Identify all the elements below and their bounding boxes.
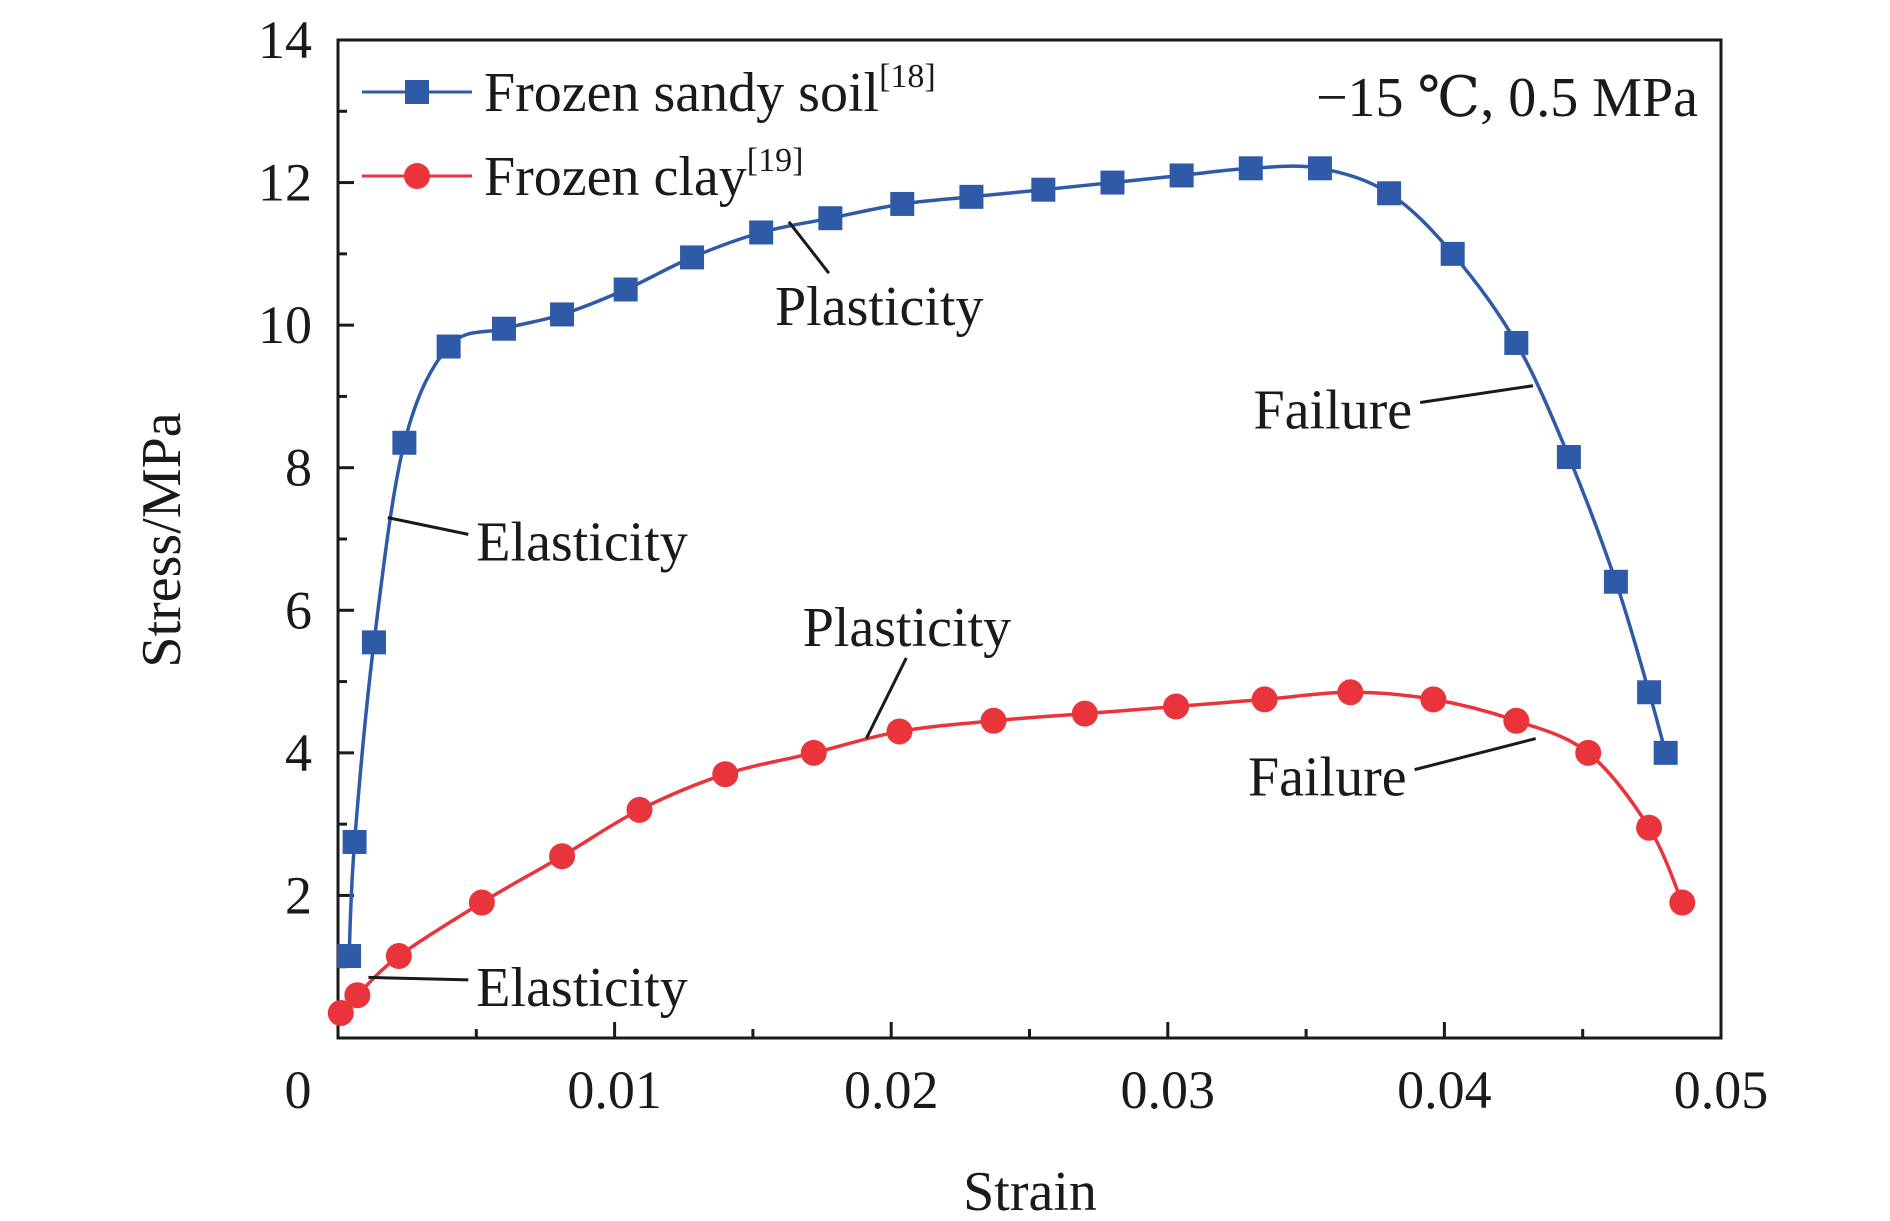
data-point-frozen-sandy-soil: [1238, 156, 1263, 181]
y-tick-label: 8: [285, 438, 312, 498]
data-point-frozen-clay: [712, 761, 739, 788]
annotation-elasticity: Elasticity: [476, 511, 688, 573]
data-point-frozen-sandy-soil: [550, 302, 575, 327]
data-point-frozen-clay: [800, 739, 827, 766]
data-point-frozen-sandy-soil: [337, 944, 362, 969]
legend-name-clay: Frozen clay: [484, 146, 747, 208]
y-tick-label: 6: [285, 580, 312, 640]
y-axis-title: Stress/MPa: [131, 412, 193, 667]
legend-marker-sandy-soil: [405, 80, 429, 104]
annotation-leader-elasticity: [387, 516, 469, 536]
y-tick-label: 2: [285, 865, 312, 925]
data-point-frozen-clay: [1636, 814, 1663, 841]
data-point-frozen-clay: [1420, 686, 1447, 713]
data-point-frozen-clay: [327, 1000, 354, 1027]
data-point-frozen-clay: [1503, 707, 1530, 734]
annotation-plasticity: Plasticity: [803, 597, 1011, 659]
data-point-frozen-sandy-soil: [1504, 330, 1529, 355]
data-point-frozen-sandy-soil: [1307, 156, 1332, 181]
legend-label-clay: Frozen clay[19]: [484, 142, 803, 208]
x-tick-label: 0.02: [844, 1060, 939, 1120]
annotation-failure: Failure: [1248, 747, 1407, 809]
data-point-frozen-sandy-soil: [1637, 680, 1662, 705]
data-point-frozen-clay: [385, 943, 412, 970]
legend-ref-sandy-soil: [18]: [879, 58, 936, 95]
legend-item-clay: Frozen clay[19]: [362, 142, 803, 208]
annotations: Plasticity Failure Elasticity Plasticity Fai…: [368, 220, 1537, 1019]
series-lines: [339, 164, 1684, 1015]
series-markers: [327, 156, 1696, 1027]
data-point-frozen-clay: [1575, 739, 1602, 766]
data-point-frozen-sandy-soil: [959, 184, 984, 209]
data-point-frozen-sandy-soil: [1653, 740, 1678, 765]
y-tick-label: 10: [258, 295, 312, 355]
annotation-leader-failure: [1414, 737, 1537, 772]
x-tick-label: 0.03: [1121, 1060, 1216, 1120]
data-point-frozen-clay: [886, 718, 913, 745]
x-tick-label: 0.05: [1674, 1060, 1769, 1120]
data-point-frozen-sandy-soil: [1440, 241, 1465, 266]
x-tick-label: 0.04: [1397, 1060, 1492, 1120]
annotation-leader-elasticity: [368, 975, 469, 982]
data-point-frozen-sandy-soil: [613, 277, 638, 302]
data-point-frozen-sandy-soil: [361, 630, 386, 655]
y-tick-label: 12: [258, 153, 312, 213]
data-point-frozen-sandy-soil: [1169, 163, 1194, 188]
y-tick-label: 14: [258, 10, 312, 70]
data-point-frozen-sandy-soil: [1031, 177, 1056, 202]
annotation-failure: Failure: [1254, 380, 1413, 442]
data-point-frozen-clay: [980, 707, 1007, 734]
legend: Frozen sandy soil[18] Frozen clay[19]: [362, 58, 936, 208]
data-point-frozen-clay: [549, 843, 576, 870]
x-tick-label: 0: [285, 1060, 312, 1120]
legend-item-sandy-soil: Frozen sandy soil[18]: [362, 58, 936, 124]
data-point-frozen-sandy-soil: [392, 430, 417, 455]
data-point-frozen-sandy-soil: [818, 206, 843, 231]
legend-label-sandy-soil: Frozen sandy soil[18]: [484, 58, 936, 124]
data-point-frozen-sandy-soil: [342, 829, 367, 854]
annotation-plasticity: Plasticity: [775, 276, 983, 338]
annotation-leader-failure: [1419, 384, 1534, 404]
data-point-frozen-clay: [626, 796, 653, 823]
x-tick-label: 0.01: [567, 1060, 662, 1120]
data-point-frozen-clay: [1251, 686, 1278, 713]
data-point-frozen-sandy-soil: [749, 220, 774, 245]
legend-name-sandy-soil: Frozen sandy soil: [484, 62, 879, 124]
data-point-frozen-sandy-soil: [890, 191, 915, 216]
data-point-frozen-sandy-soil: [1100, 170, 1125, 195]
data-point-frozen-sandy-soil: [436, 334, 461, 359]
data-point-frozen-clay: [1071, 700, 1098, 727]
data-point-frozen-sandy-soil: [1603, 569, 1628, 594]
y-tick-label: 4: [285, 723, 312, 783]
data-point-frozen-sandy-soil: [680, 245, 705, 270]
annotation-leader-plasticity: [864, 657, 908, 740]
condition-label: −15 ℃, 0.5 MPa: [1316, 67, 1698, 129]
data-point-frozen-sandy-soil: [491, 316, 516, 341]
annotation-leader-plasticity: [787, 220, 831, 275]
legend-marker-clay: [404, 163, 430, 189]
data-point-frozen-clay: [1669, 889, 1696, 916]
annotation-elasticity: Elasticity: [476, 957, 688, 1019]
data-point-frozen-sandy-soil: [1377, 181, 1402, 206]
data-point-frozen-clay: [344, 982, 371, 1009]
data-point-frozen-clay: [1163, 693, 1190, 720]
data-point-frozen-sandy-soil: [1556, 445, 1581, 470]
axis-ticks: 0 0.01 0.02 0.03 0.04 0.05 2 4 6 8 10 12 14: [258, 10, 1768, 1120]
data-point-frozen-clay: [1337, 679, 1364, 706]
data-point-frozen-clay: [468, 889, 495, 916]
legend-ref-clay: [19]: [747, 142, 804, 179]
x-axis-title: Strain: [963, 1161, 1097, 1221]
